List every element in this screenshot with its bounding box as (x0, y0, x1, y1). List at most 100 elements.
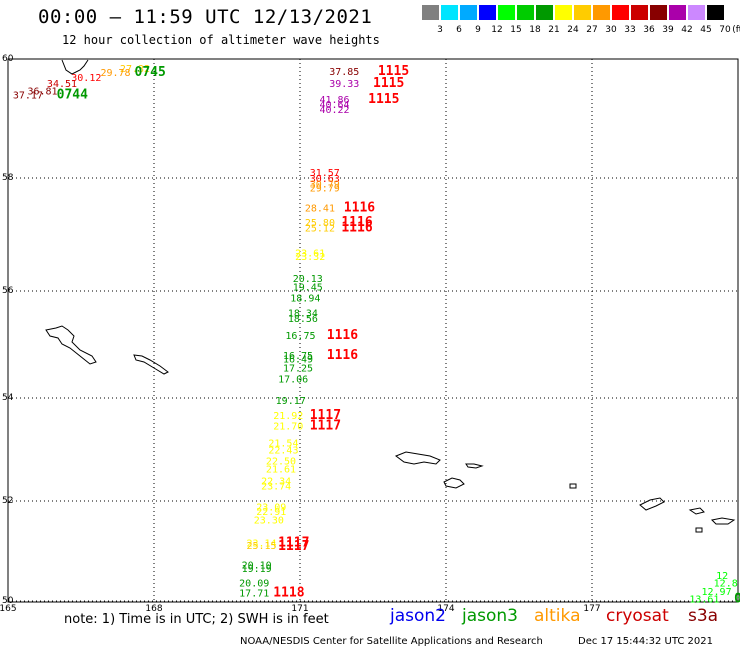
legend-swatch (574, 5, 591, 20)
observation-time: 1116 (327, 328, 358, 343)
wave-height-value: 40.22 (319, 105, 349, 116)
graticule: 605856545250165168171174177 (0, 54, 738, 614)
coastline-kamchatka (61, 59, 89, 75)
wave-height-value: 16.75 (283, 351, 313, 362)
island-buldir (569, 483, 577, 489)
lon-label: 171 (291, 604, 308, 614)
lat-label: 52 (2, 496, 13, 506)
wave-height-value: 21.54 (268, 438, 298, 449)
wave-height-value: 21.61 (266, 465, 296, 476)
wave-height-value: 29.79 (310, 184, 340, 195)
legend-label: 39 (662, 25, 674, 35)
lon-label: 165 (0, 604, 17, 614)
wave-height-value: 22.91 (256, 507, 286, 518)
island-medny (133, 354, 169, 375)
legend-swatch (460, 5, 477, 20)
legend-swatch (536, 5, 553, 20)
legend-swatch (498, 5, 515, 20)
wave-height-value: 22.34 (261, 476, 291, 487)
legend-label: 6 (456, 25, 462, 35)
observation-time: 1116 (341, 215, 372, 230)
observation-time: 1116 (327, 348, 358, 363)
observation-time: 1117 (278, 539, 309, 554)
wave-height-value: 17.25 (283, 364, 313, 375)
lon-label: 177 (583, 604, 600, 614)
wave-height-value: 20.13 (293, 274, 323, 285)
wave-height-value: 23.30 (254, 516, 284, 527)
observation-time: 1117 (310, 408, 341, 423)
legend-label: 45 (700, 25, 712, 35)
legend-label: 18 (529, 25, 541, 35)
satellite-label: s3a (688, 606, 719, 626)
observation-time: 0745 (135, 65, 166, 80)
lat-label: 58 (2, 173, 14, 183)
legend-swatch (441, 5, 458, 20)
legend-label: 70 (719, 25, 731, 35)
legend-label: 27 (586, 25, 598, 35)
wave-height-value: 31.57 (310, 168, 340, 179)
observation-time: 1115 (368, 92, 399, 107)
page-title: 00:00 – 11:59 UTC 12/13/2021 (38, 6, 373, 28)
wave-height-value: 30.79 (310, 180, 340, 191)
wave-height-value: 34.51 (47, 79, 77, 90)
wave-height-value: 39.33 (329, 79, 359, 90)
wave-height-value: 18.56 (288, 314, 318, 325)
legend-swatch (669, 5, 686, 20)
observation-time: 1118 (273, 586, 304, 601)
wave-height-value: 22.50 (266, 456, 296, 467)
page-subtitle: 12 hour collection of altimeter wave hei… (62, 33, 380, 47)
wave-height-value: 22.43 (268, 446, 298, 457)
legend-swatch (555, 5, 572, 20)
lat-label: 50 (2, 596, 14, 606)
satellite-label: altika (534, 606, 581, 626)
island-kiska (639, 497, 665, 511)
island-rat-1 (688, 507, 705, 515)
legend-label: 36 (643, 25, 655, 35)
lon-label: 174 (437, 604, 454, 614)
legend-swatch (650, 5, 667, 20)
wave-height-value: 28.41 (305, 203, 335, 214)
island-attu (394, 451, 441, 465)
wave-height-value: 12 (716, 571, 728, 582)
observation-time: 1117 (278, 536, 309, 551)
island-rat-3 (695, 527, 703, 533)
satellite-label: jason2 (390, 606, 446, 626)
coastline (45, 59, 736, 533)
wave-height-value: 20.09 (239, 579, 269, 590)
wave-height-value: 19.45 (293, 282, 323, 293)
legend-unit: (ft) (732, 25, 740, 35)
wave-height-value: 25.12 (305, 224, 335, 235)
legend-swatch (612, 5, 629, 20)
legend-label: 9 (475, 25, 481, 35)
wave-height-value: 19.17 (276, 396, 306, 407)
map-frame (7, 58, 739, 603)
legend-swatch (479, 5, 496, 20)
wave-height-value: 18.34 (288, 308, 318, 319)
footer-credit: NOAA/NESDIS Center for Satellite Applica… (240, 636, 543, 647)
satellite-label: jason3 (462, 606, 518, 626)
island-rat-2 (710, 517, 736, 525)
legend-label: 24 (567, 25, 579, 35)
wave-height-value: 23.14 (246, 539, 276, 550)
wave-height-value: 41.86 (319, 95, 349, 106)
lon-label: 168 (145, 604, 162, 614)
wave-height-value: 23.32 (295, 252, 325, 263)
wave-height-value: 37.17 (13, 91, 43, 102)
wave-height-value: 12.8 (714, 579, 738, 590)
legend-swatch (422, 5, 439, 20)
wave-height-value: 23.09 (256, 503, 286, 514)
observation-time: 1116 (344, 200, 375, 215)
wave-height-value: 17.71 (239, 589, 269, 600)
observation-time: 1116 (341, 221, 372, 236)
observation-time: 0 (734, 592, 740, 607)
wave-height-value: 23.61 (295, 249, 325, 260)
wave-height-value: 17.06 (278, 375, 308, 386)
legend-label: 42 (681, 25, 693, 35)
legend-swatch (631, 5, 648, 20)
wave-height-value: 37.85 (329, 67, 359, 78)
wave-height-value: 16.75 (285, 331, 315, 342)
wave-height-value: 19.19 (242, 564, 272, 575)
wave-height-value: 40.64 (319, 100, 349, 111)
wave-height-value: 20.10 (242, 561, 272, 572)
